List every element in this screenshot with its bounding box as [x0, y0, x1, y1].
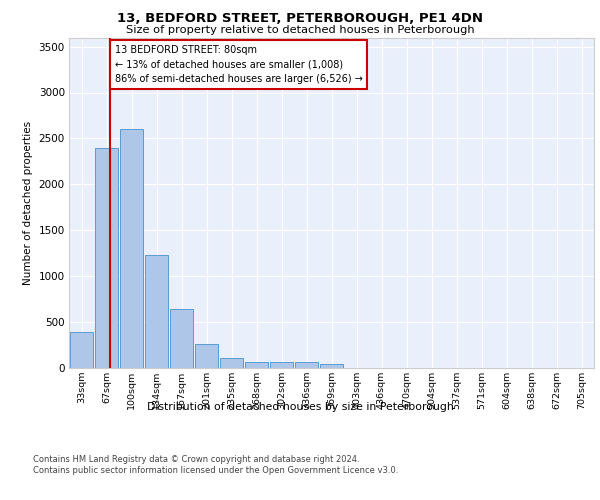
Text: Contains HM Land Registry data © Crown copyright and database right 2024.: Contains HM Land Registry data © Crown c… — [33, 455, 359, 464]
Bar — [170, 309, 193, 368]
Bar — [270, 362, 293, 368]
Text: Distribution of detached houses by size in Peterborough: Distribution of detached houses by size … — [146, 402, 454, 412]
Bar — [95, 148, 118, 368]
Bar — [320, 364, 343, 368]
Bar — [120, 129, 143, 368]
Bar — [70, 332, 93, 368]
Text: Contains public sector information licensed under the Open Government Licence v3: Contains public sector information licen… — [33, 466, 398, 475]
Text: Size of property relative to detached houses in Peterborough: Size of property relative to detached ho… — [125, 25, 475, 35]
Text: 13 BEDFORD STREET: 80sqm
← 13% of detached houses are smaller (1,008)
86% of sem: 13 BEDFORD STREET: 80sqm ← 13% of detach… — [115, 45, 362, 84]
Bar — [195, 344, 218, 367]
Bar — [145, 255, 168, 368]
Bar — [245, 362, 268, 368]
Y-axis label: Number of detached properties: Number of detached properties — [23, 120, 33, 284]
Bar — [295, 362, 318, 368]
Bar — [220, 358, 243, 368]
Text: 13, BEDFORD STREET, PETERBOROUGH, PE1 4DN: 13, BEDFORD STREET, PETERBOROUGH, PE1 4D… — [117, 12, 483, 26]
